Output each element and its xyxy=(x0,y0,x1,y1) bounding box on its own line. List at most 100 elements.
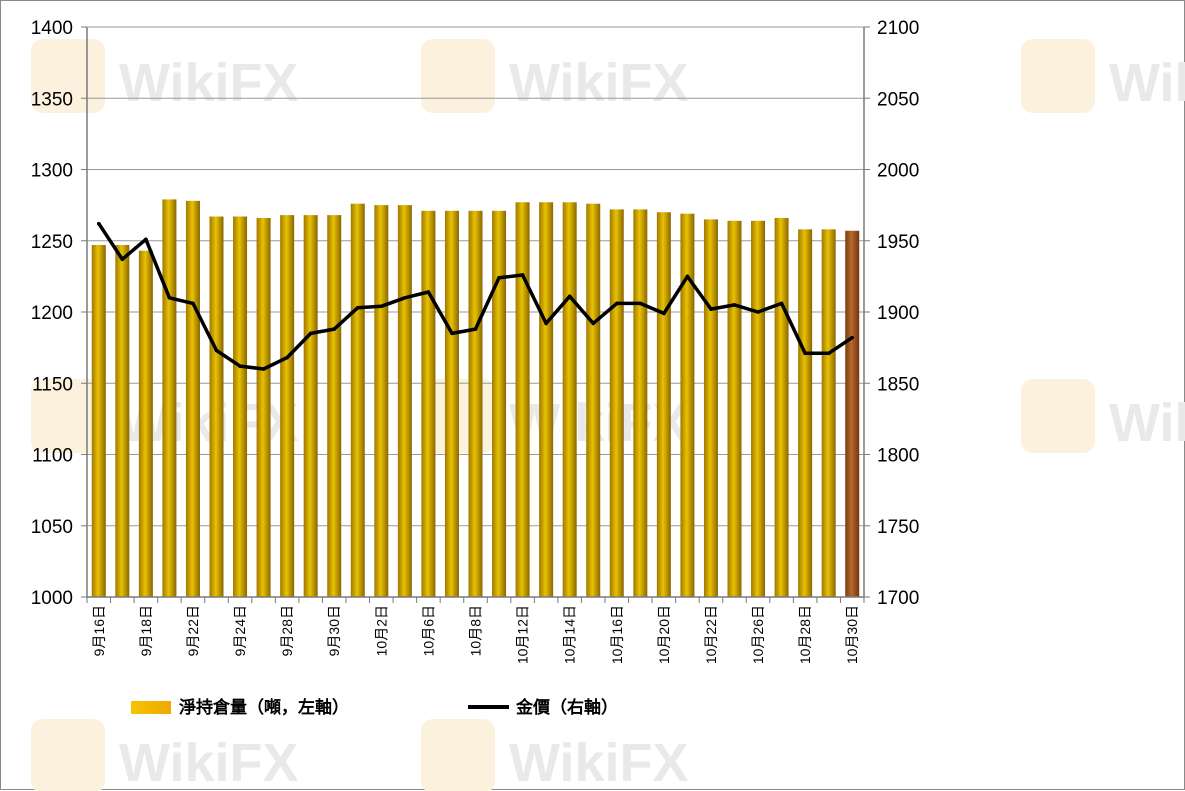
bar xyxy=(633,209,648,597)
x-tick-label: 10月22日 xyxy=(703,605,719,664)
line-point xyxy=(803,351,807,356)
line-point xyxy=(520,273,525,277)
right-tick-label: 1900 xyxy=(877,303,919,324)
bar xyxy=(138,250,153,597)
right-tick-label: 1950 xyxy=(877,232,919,253)
line-point xyxy=(261,367,266,371)
bar xyxy=(798,229,813,597)
bar xyxy=(280,215,295,597)
left-tick-label: 1150 xyxy=(32,374,73,395)
right-y-axis: 1700 1750 1800 1850 1900 1950 2000 2050 2100 xyxy=(877,18,919,609)
bar xyxy=(162,199,177,598)
x-tick-label: 10月2日 xyxy=(373,605,389,656)
x-tick-label: 10月8日 xyxy=(468,605,484,656)
watermark-logo xyxy=(1021,379,1095,453)
bar xyxy=(91,245,106,597)
right-tick-label: 1850 xyxy=(877,374,919,395)
bar xyxy=(562,202,577,597)
watermark-logo xyxy=(421,39,495,113)
x-tick-label: 10月6日 xyxy=(420,605,436,656)
x-tick-label: 10月30日 xyxy=(844,605,860,664)
watermark-logo xyxy=(421,719,495,791)
x-tick-label: 9月22日 xyxy=(185,605,201,656)
watermark-logo xyxy=(31,719,105,791)
watermark-text: WikiFX xyxy=(119,53,299,113)
x-tick-label: 10月26日 xyxy=(750,605,766,664)
x-tick-label: 9月30日 xyxy=(326,605,342,656)
line-point xyxy=(591,321,596,326)
bar xyxy=(421,210,436,597)
bar xyxy=(374,205,389,597)
line-point xyxy=(567,294,572,299)
line-point xyxy=(355,305,360,310)
axes xyxy=(81,26,870,603)
left-y-axis: 1000 1050 1100 1150 1200 1250 1300 1350 1400 xyxy=(31,18,73,609)
line-point xyxy=(638,301,643,306)
x-tick-label: 9月16日 xyxy=(91,605,107,656)
line-point xyxy=(120,257,125,262)
left-tick-label: 1100 xyxy=(32,446,73,467)
line-point xyxy=(96,221,101,226)
bar xyxy=(303,215,318,597)
line-point xyxy=(332,327,337,331)
x-tick-label: 10月16日 xyxy=(609,605,625,664)
line-point xyxy=(167,295,172,300)
left-tick-label: 1400 xyxy=(31,18,73,39)
line-point xyxy=(403,295,407,300)
bar xyxy=(256,217,271,597)
x-tick-label: 9月28日 xyxy=(279,605,295,656)
x-axis-labels: 9月16日 9月18日 9月22日 9月24日 9月28日 9月30日 10月2日 10月6日… xyxy=(91,605,860,664)
left-tick-label: 1350 xyxy=(31,89,73,110)
right-tick-label: 2050 xyxy=(877,89,919,110)
bar xyxy=(492,210,507,597)
line-point xyxy=(214,348,219,353)
x-tick-label: 10月20日 xyxy=(656,605,672,664)
bar xyxy=(703,219,718,597)
line-point xyxy=(709,307,713,311)
line-point xyxy=(732,303,737,307)
bar xyxy=(774,217,789,597)
line-point xyxy=(685,274,690,279)
left-tick-label: 1200 xyxy=(31,303,73,324)
left-tick-label: 1300 xyxy=(31,161,73,182)
x-tick-label: 10月12日 xyxy=(515,605,531,664)
line-point xyxy=(450,331,454,336)
bar xyxy=(350,203,365,597)
bar xyxy=(327,215,342,597)
line-point xyxy=(614,301,619,306)
watermark-text: WikiFX xyxy=(1109,393,1185,453)
line-point xyxy=(144,237,148,242)
bar xyxy=(185,200,200,597)
left-tick-label: 1050 xyxy=(31,517,73,538)
line-series xyxy=(96,221,855,371)
watermark-logo xyxy=(1021,39,1095,113)
bar xyxy=(444,210,459,597)
line-point xyxy=(426,290,431,294)
bar xyxy=(115,245,130,597)
legend-label-bar: 淨持倉量（噸，左軸） xyxy=(179,697,349,717)
line-point xyxy=(850,335,855,340)
bar xyxy=(727,220,742,598)
line-point xyxy=(379,304,384,309)
right-tick-label: 2100 xyxy=(877,18,919,39)
line-point xyxy=(779,301,784,306)
line-point xyxy=(497,276,501,280)
watermark-text: WikiFX xyxy=(119,733,299,791)
bar xyxy=(397,205,412,597)
line-point xyxy=(285,355,289,360)
line-point xyxy=(238,364,242,368)
x-tick-label: 10月28日 xyxy=(797,605,813,664)
watermark-text: WikiFX xyxy=(509,733,689,791)
x-tick-label: 10月14日 xyxy=(562,605,578,664)
line-point xyxy=(191,301,195,306)
bar xyxy=(539,202,554,597)
bar xyxy=(845,230,860,597)
watermark-layer: WikiFXWikiFXWikiFXWikiFXWikiFXWikiFXWiki… xyxy=(31,39,1185,791)
bar xyxy=(751,220,766,598)
bar xyxy=(586,203,601,597)
legend-label-line: 金價（右軸） xyxy=(515,697,618,717)
bar xyxy=(680,213,695,598)
bar xyxy=(233,216,248,597)
